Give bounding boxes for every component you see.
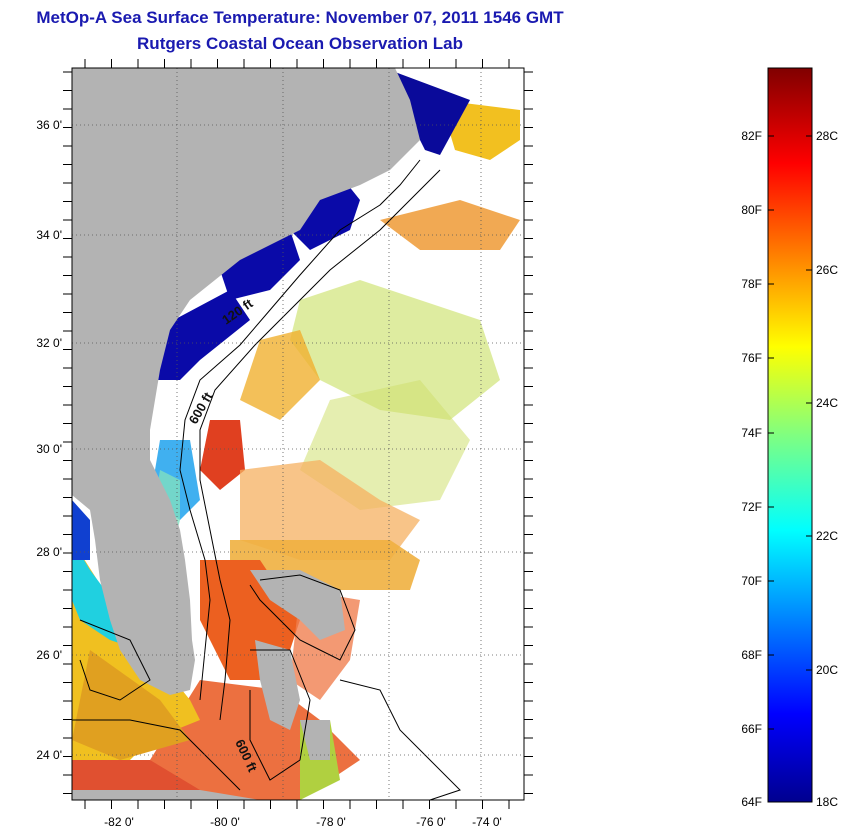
- lon-label: -80 0': [210, 815, 240, 829]
- map-frame: [71, 67, 525, 801]
- colorbar-f-label: 76F: [741, 351, 762, 365]
- map-title: MetOp-A Sea Surface Temperature: Novembe…: [36, 8, 564, 27]
- colorbar-f-label: 68F: [741, 648, 762, 662]
- lat-label: 30 0': [36, 442, 62, 456]
- colorbar-c-label: 24C: [816, 396, 838, 410]
- lon-label: -78 0': [316, 815, 346, 829]
- colorbar-c-label: 20C: [816, 663, 838, 677]
- colorbar-c-label: 28C: [816, 129, 838, 143]
- lon-label: -74 0': [472, 815, 502, 829]
- colorbar-ticks: [768, 135, 812, 730]
- lon-label: -82 0': [104, 815, 134, 829]
- colorbar-c-label: 22C: [816, 529, 838, 543]
- lat-label: 24 0': [36, 748, 62, 762]
- lat-label: 36 0': [36, 118, 62, 132]
- lat-label: 28 0': [36, 545, 62, 559]
- sst-field: [72, 100, 520, 800]
- cold-coastal-water: [155, 72, 470, 380]
- lon-label: -76 0': [416, 815, 446, 829]
- colorbar-c-label: 26C: [816, 263, 838, 277]
- colorbar-f-label: 74F: [741, 426, 762, 440]
- grid-lines: [72, 68, 524, 800]
- colorbar-f-label: 70F: [741, 574, 762, 588]
- land: [72, 68, 420, 800]
- map-ticks: [63, 59, 533, 809]
- lat-label: 32 0': [36, 336, 62, 350]
- colorbar-f-label: 66F: [741, 722, 762, 736]
- lat-label: 26 0': [36, 648, 62, 662]
- colorbar-f-label: 82F: [741, 129, 762, 143]
- colorbar-f-label: 78F: [741, 277, 762, 291]
- colorbar-f-label: 80F: [741, 203, 762, 217]
- depth-contours: [72, 159, 461, 800]
- colorbar-f-label: 72F: [741, 500, 762, 514]
- colorbar-f-label: 64F: [741, 795, 762, 809]
- colorbar: [767, 67, 813, 803]
- lat-label: 34 0': [36, 228, 62, 242]
- map-subtitle: Rutgers Coastal Ocean Observation Lab: [137, 34, 463, 53]
- colorbar-c-label: 18C: [816, 795, 838, 809]
